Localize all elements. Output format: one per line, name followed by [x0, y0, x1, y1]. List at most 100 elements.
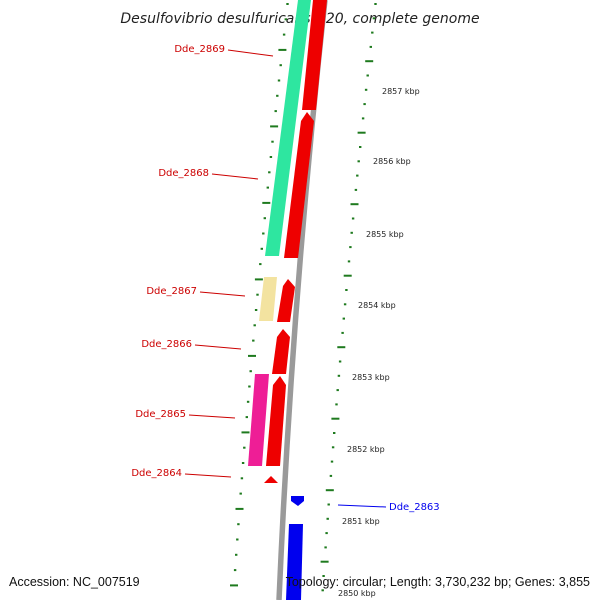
- tick-mark: [341, 331, 344, 334]
- tick-mark: [245, 416, 248, 419]
- tick-mark: [338, 360, 342, 363]
- tick-mark: [278, 48, 287, 51]
- tick-mark: [349, 246, 352, 249]
- tick-mark: [286, 3, 289, 5]
- tick-mark: [325, 532, 328, 535]
- gene-label-dde-2869[interactable]: Dde_2869: [174, 44, 225, 55]
- tick-mark: [248, 385, 251, 388]
- tick-mark: [356, 174, 359, 177]
- scale-label-2850: 2850 kbp: [338, 589, 376, 598]
- tick-mark: [243, 446, 246, 449]
- tick-mark: [252, 339, 255, 342]
- gene-label-dde-2863[interactable]: Dde_2863: [389, 502, 440, 513]
- outer-tick-ring: [320, 3, 377, 592]
- tick-mark: [345, 289, 348, 291]
- tick-mark: [325, 489, 334, 492]
- scale-label-2857: 2857 kbp: [382, 87, 420, 96]
- tick-mark: [241, 462, 245, 464]
- scale-label-2852: 2852 kbp: [347, 445, 385, 454]
- tick-mark: [236, 538, 239, 541]
- feature-teal: [265, 0, 311, 256]
- inner-tick-ring: [230, 3, 289, 587]
- tick-mark: [262, 232, 265, 235]
- tick-mark: [342, 317, 345, 320]
- tick-mark: [235, 553, 238, 556]
- tick-mark: [365, 60, 374, 63]
- gene-label-dde-2866[interactable]: Dde_2866: [141, 339, 192, 350]
- tick-mark: [320, 560, 329, 563]
- accession-text: Accession: NC_007519: [9, 575, 140, 589]
- tick-mark: [374, 3, 377, 5]
- tick-mark: [279, 64, 282, 67]
- tick-mark: [254, 309, 258, 311]
- tick-mark: [253, 324, 256, 327]
- scale-label-2855: 2855 kbp: [366, 230, 404, 239]
- tick-mark: [262, 201, 271, 204]
- tick-mark: [327, 503, 330, 506]
- tick-mark: [254, 278, 263, 281]
- leader-dde-2868: [211, 173, 259, 180]
- tick-mark: [361, 117, 365, 120]
- tick-mark: [331, 446, 335, 449]
- gene-block-dde-2863-tip: [291, 496, 304, 506]
- gene-label-dde-2864[interactable]: Dde_2864: [131, 468, 182, 479]
- leader-dde-2865: [188, 414, 236, 419]
- gene-label-dde-2867[interactable]: Dde_2867: [146, 286, 197, 297]
- tick-mark: [321, 589, 324, 592]
- feature-pink: [248, 374, 269, 466]
- leader-dde-2866: [194, 344, 242, 350]
- gene-block-dde-2863: [286, 524, 303, 600]
- tick-mark: [270, 125, 279, 128]
- tick-mark: [248, 354, 256, 357]
- scale-label-2853: 2853 kbp: [352, 373, 390, 382]
- gene-block-dde-2869: [302, 0, 327, 110]
- tick-mark: [337, 346, 346, 349]
- tick-mark: [256, 293, 259, 296]
- tick-mark: [333, 432, 336, 434]
- tick-mark: [364, 88, 368, 91]
- tick-mark: [277, 79, 281, 82]
- tick-mark: [343, 274, 352, 277]
- tick-mark: [351, 217, 355, 220]
- tick-mark: [235, 507, 244, 510]
- feature-track: [248, 0, 327, 600]
- tick-mark: [331, 417, 340, 420]
- tick-mark: [249, 370, 252, 373]
- tick-mark: [276, 94, 279, 97]
- leader-dde-2863: [337, 504, 387, 508]
- tick-mark: [337, 374, 341, 377]
- tick-mark: [269, 156, 273, 158]
- tick-mark: [366, 74, 369, 77]
- gene-label-dde-2868[interactable]: Dde_2868: [158, 168, 209, 179]
- tick-mark: [237, 523, 240, 526]
- scale-label-2851: 2851 kbp: [342, 517, 380, 526]
- tick-mark: [260, 247, 263, 250]
- tick-mark: [330, 460, 334, 463]
- gene-label-dde-2865[interactable]: Dde_2865: [135, 409, 186, 420]
- leader-dde-2869: [227, 49, 274, 57]
- tick-mark: [282, 33, 286, 36]
- feature-yellow: [259, 277, 277, 321]
- scale-label-2854: 2854 kbp: [358, 301, 396, 310]
- tick-mark: [369, 45, 372, 48]
- tick-mark: [371, 31, 374, 34]
- gene-labels: Dde_2869 Dde_2868 Dde_2867 Dde_2866 Dde_…: [131, 44, 439, 513]
- tick-mark: [240, 477, 244, 480]
- leader-dde-2867: [199, 291, 246, 297]
- leader-dde-2864: [184, 473, 232, 478]
- tick-mark: [284, 18, 287, 21]
- tick-mark: [350, 231, 353, 234]
- tick-mark: [268, 171, 271, 174]
- tick-mark: [359, 146, 362, 148]
- tick-mark: [357, 131, 366, 134]
- tick-mark: [343, 303, 347, 306]
- tick-mark: [246, 400, 250, 403]
- tick-mark: [274, 110, 277, 113]
- tick-mark: [372, 17, 376, 20]
- tick-mark: [347, 260, 351, 263]
- scale-label-2856: 2856 kbp: [373, 157, 411, 166]
- gene-block-dde-2866: [272, 329, 290, 374]
- tick-mark: [326, 517, 329, 520]
- gene-block-dde-2864: [264, 476, 278, 483]
- tick-mark: [329, 474, 333, 477]
